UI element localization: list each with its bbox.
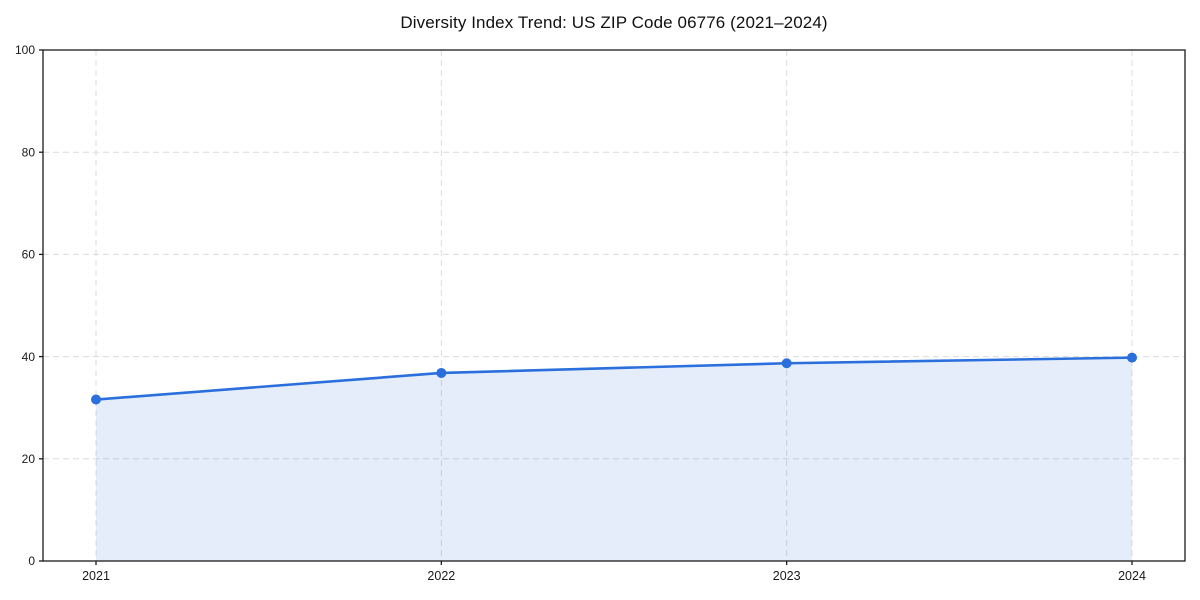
area-fill [96,357,1132,561]
plot-border [42,49,1186,562]
data-point-marker [1127,352,1137,363]
y-tick-label: 20 [22,452,36,466]
x-tick-label: 2021 [82,569,110,583]
y-tick-label: 100 [15,43,35,57]
trend-line [94,356,1134,401]
y-tick-label: 0 [28,554,35,568]
x-tick-label: 2022 [427,569,455,583]
y-tick-label: 60 [22,248,36,262]
x-tick-label: 2024 [1118,569,1146,583]
data-point-marker [91,394,101,405]
chart-title: Diversity Index Trend: US ZIP Code 06776… [400,13,828,32]
y-tick-label: 40 [22,350,36,364]
x-tick-label: 2023 [773,569,801,583]
data-point-marker [781,358,792,369]
data-point-marker [436,367,447,378]
y-tick-label: 80 [22,145,36,159]
